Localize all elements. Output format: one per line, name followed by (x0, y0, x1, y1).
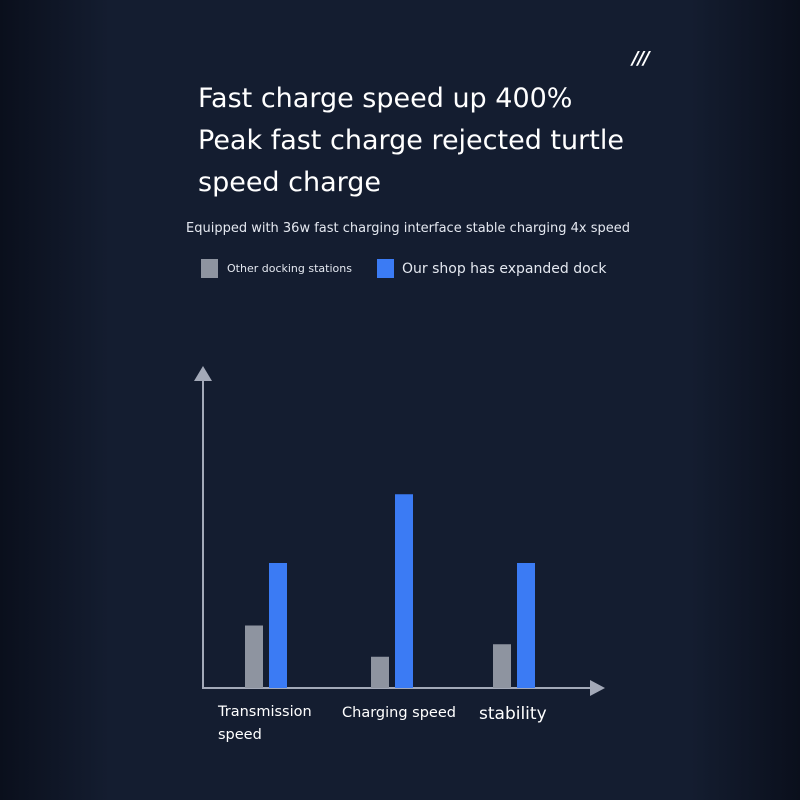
headline: Fast charge speed up 400% Peak fast char… (198, 83, 624, 198)
bar-ours-2 (517, 563, 535, 688)
bar-other-2 (493, 644, 511, 688)
bar-ours-0 (269, 563, 287, 688)
legend-swatch-ours (377, 259, 394, 278)
bar-other-0 (245, 625, 263, 688)
x-tick-labels: Transmission speed Charging speed stability (217, 704, 547, 743)
legend-item-other: Other docking stations (201, 259, 352, 278)
brand-mark: /// (632, 48, 650, 69)
bar-ours-1 (395, 494, 413, 688)
x-tick-label-1: Charging speed (342, 705, 456, 721)
y-axis-arrow-icon (194, 366, 212, 381)
legend-label-ours: Our shop has expanded dock (402, 260, 607, 277)
x-tick-label-0: Transmission speed (217, 704, 312, 743)
bar-other-1 (371, 656, 389, 688)
legend-item-ours: Our shop has expanded dock (377, 259, 606, 278)
x-axis-arrow-icon (590, 680, 605, 696)
legend-label-other: Other docking stations (227, 262, 352, 275)
legend-swatch-other (201, 259, 218, 278)
bars-group (245, 494, 535, 688)
x-tick-label-2: stability (479, 704, 547, 724)
subtitle: Equipped with 36w fast charging interfac… (186, 221, 630, 236)
